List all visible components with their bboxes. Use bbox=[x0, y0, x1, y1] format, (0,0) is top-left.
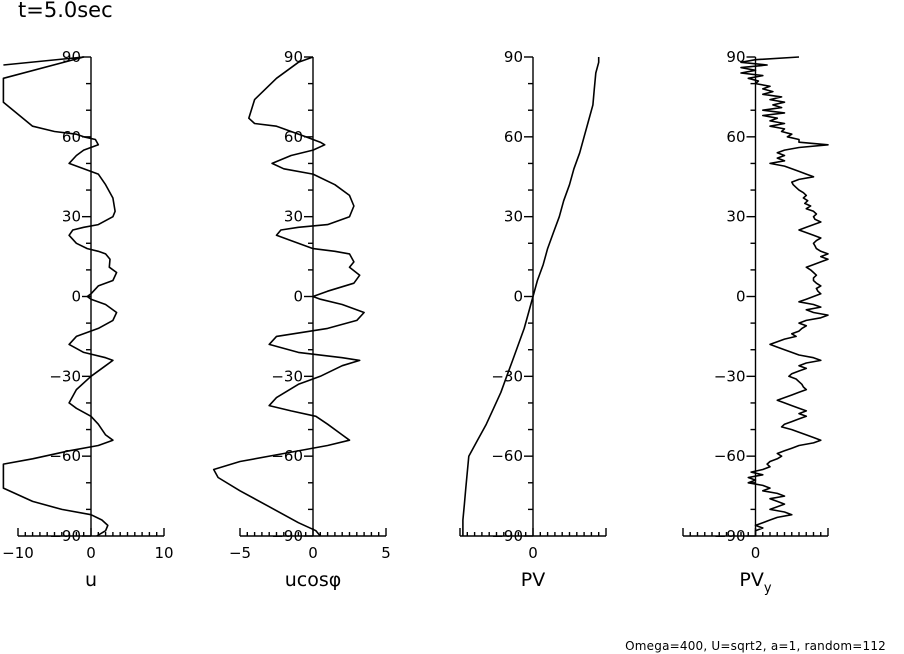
panel-3-y-tick-label: −60 bbox=[491, 447, 523, 465]
panel-3-y-tick-label: 0 bbox=[513, 288, 523, 306]
panel-3-y-tick-label: 90 bbox=[504, 48, 523, 66]
panel-2-y-tick-label: 90 bbox=[284, 48, 303, 66]
panel-2-x-label: ucosφ bbox=[285, 569, 342, 591]
panel-2-y-tick-label: 60 bbox=[284, 128, 303, 146]
panel-3-data-line bbox=[462, 57, 600, 536]
panel-2-data-line bbox=[212, 56, 365, 537]
panel-1-x-tick-label: 0 bbox=[86, 544, 96, 562]
panel-2-x-tick-label: 5 bbox=[381, 544, 391, 562]
panel-3-y-tick-label: −90 bbox=[491, 527, 523, 545]
panel-3-x-label: PV bbox=[521, 569, 545, 591]
panel-4-y-tick-label: −90 bbox=[714, 527, 746, 545]
panel-4-y-tick-label: −30 bbox=[714, 367, 746, 385]
figure-title: t=5.0sec bbox=[18, 0, 113, 22]
panel-1-y-tick-label: 60 bbox=[62, 128, 81, 146]
panel-1-x-label: u bbox=[85, 569, 97, 591]
panel-1-y-tick-label: 30 bbox=[62, 208, 81, 226]
panel-2-x-tick-label: −5 bbox=[229, 544, 251, 562]
panel-1-y-tick-label: −60 bbox=[49, 447, 81, 465]
panel-2-x-tick-label: 0 bbox=[308, 544, 318, 562]
figure-caption: Omega=400, U=sqrt2, a=1, random=112 bbox=[625, 639, 886, 653]
panel-1-x-tick-label: 10 bbox=[154, 544, 173, 562]
panel-1-y-tick-label: −30 bbox=[49, 367, 81, 385]
panel-3-y-tick-label: 60 bbox=[504, 128, 523, 146]
panel-1-y-tick-label: 0 bbox=[71, 288, 81, 306]
panel-3-x-tick-label: 0 bbox=[528, 544, 538, 562]
panel-1-data-line bbox=[2, 56, 118, 537]
panel-1-x-tick-label: −10 bbox=[2, 544, 34, 562]
panel-4-y-tick-label: 60 bbox=[726, 128, 745, 146]
panel-4-x-label: PVy bbox=[739, 569, 771, 596]
panel-2-y-tick-label: 0 bbox=[293, 288, 303, 306]
panel-2-y-tick-label: −90 bbox=[271, 527, 303, 545]
panel-4-data-line bbox=[740, 56, 829, 536]
panel-4-y-tick-label: 30 bbox=[726, 208, 745, 226]
panel-4-x-label-subscript: y bbox=[764, 581, 772, 596]
panel-4-y-tick-label: −60 bbox=[714, 447, 746, 465]
panel-2-y-tick-label: 30 bbox=[284, 208, 303, 226]
panel-3-y-tick-label: 30 bbox=[504, 208, 523, 226]
panel-2-y-tick-label: −30 bbox=[271, 367, 303, 385]
panel-4-y-tick-label: 0 bbox=[736, 288, 746, 306]
panel-2-y-tick-label: −60 bbox=[271, 447, 303, 465]
panel-4-x-tick-label: 0 bbox=[751, 544, 761, 562]
panel-1-y-tick-label: −90 bbox=[49, 527, 81, 545]
panel-4-y-tick-label: 90 bbox=[726, 48, 745, 66]
